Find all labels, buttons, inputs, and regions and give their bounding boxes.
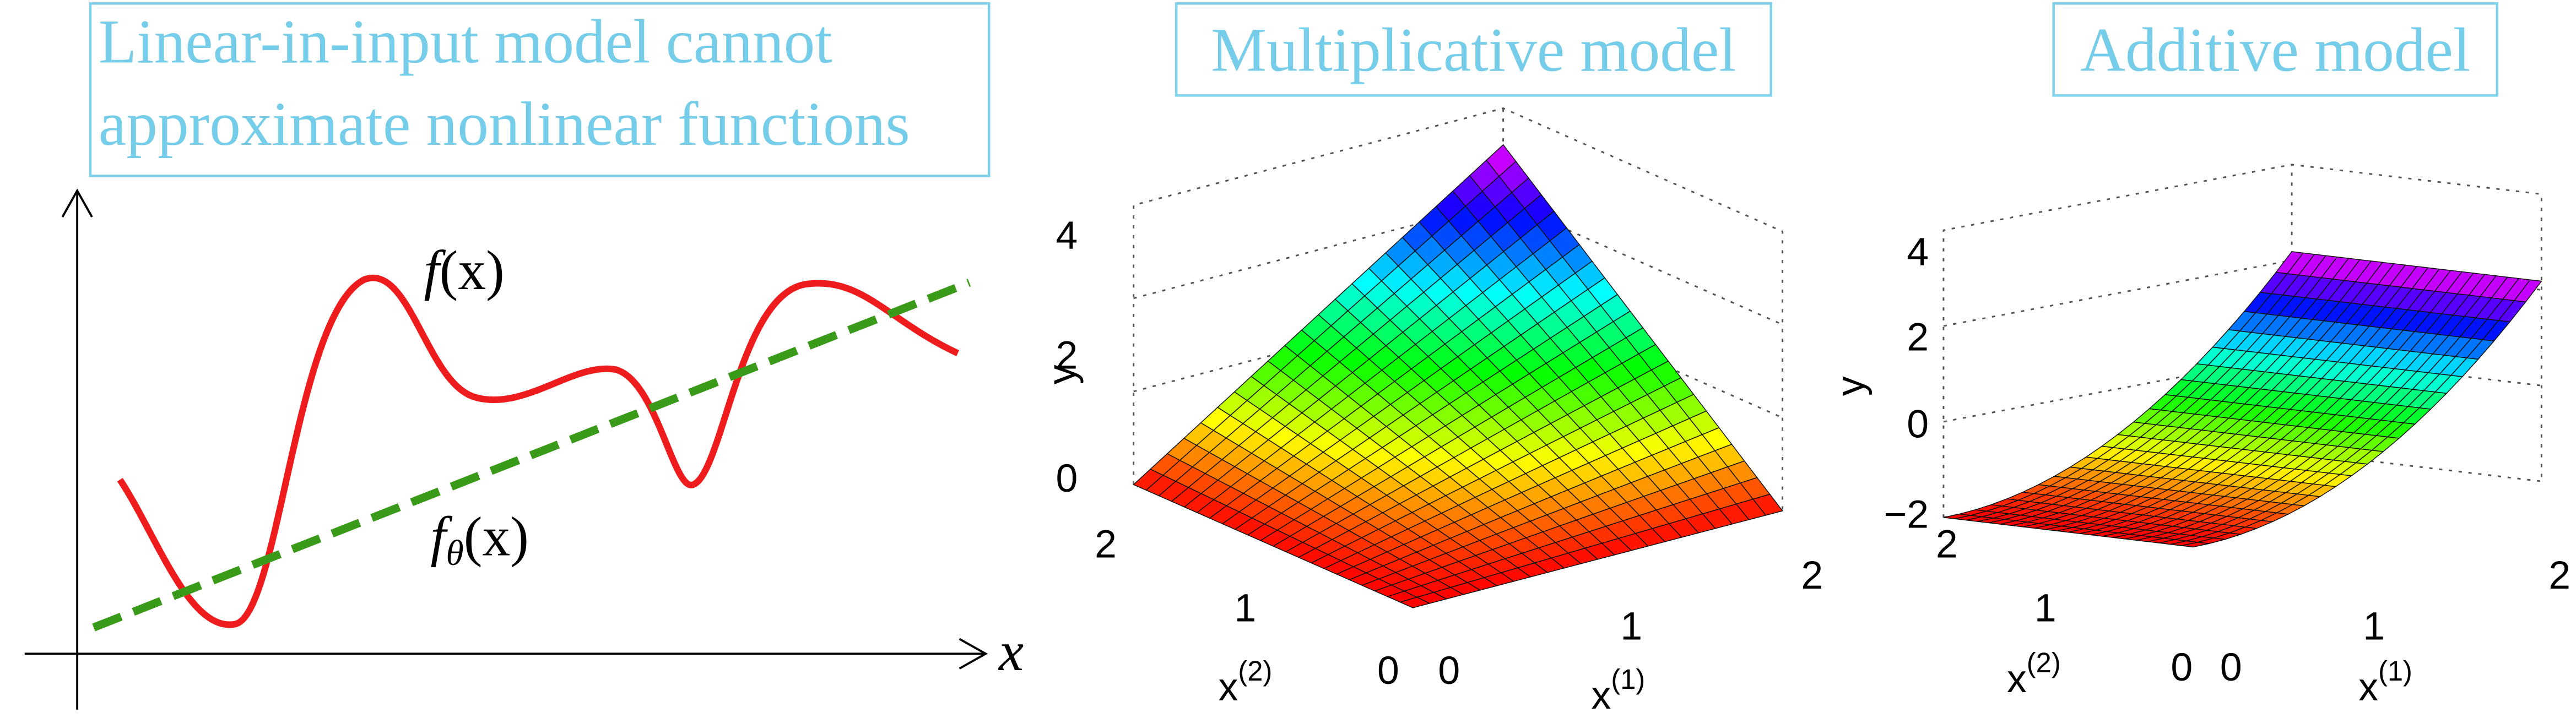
label-part: x: [1219, 665, 1238, 709]
tick-label: −2: [1884, 493, 1929, 537]
axis-label: x(2): [1219, 655, 1273, 709]
title-box: [1175, 2, 1772, 97]
curve-label: f(x): [424, 240, 504, 301]
tick-label: 2: [1936, 522, 1958, 566]
tick-label: 1: [2363, 604, 2385, 648]
tick-label: 0: [1907, 402, 1929, 447]
axis-label: y: [1040, 365, 1084, 384]
tick-label: 2: [1095, 522, 1117, 566]
label-part: (x): [440, 240, 505, 301]
surface-plot: [1942, 164, 2542, 548]
title-line: approximate nonlinear functions: [99, 89, 910, 159]
label-part: x: [2007, 657, 2027, 701]
label-part: x: [1592, 673, 1611, 717]
tick-label: 1: [1235, 586, 1257, 630]
title-line: Linear-in-input model cannot: [99, 7, 832, 77]
back-pane: [1942, 164, 2542, 518]
tick-label: 4: [1907, 230, 1929, 274]
axis-label: x(1): [2358, 655, 2412, 709]
title-box: [2052, 2, 2499, 97]
tick-label: 0: [2220, 645, 2242, 689]
tick-label: 4: [1056, 214, 1078, 258]
mesh-cell: [1399, 596, 1431, 608]
tick-label: 2: [1056, 333, 1078, 377]
label-part: θ: [446, 534, 463, 573]
line-label: fθ(x): [430, 505, 529, 573]
axis-label: y: [1828, 376, 1873, 396]
label-part: (x): [464, 505, 529, 567]
tick-label: 0: [1056, 456, 1078, 501]
tick-label: 1: [1620, 604, 1642, 648]
tick-label: 2: [1801, 553, 1823, 597]
label-part: (2): [2027, 648, 2061, 679]
x-axis-label: x: [998, 621, 1024, 682]
tick-label: 1: [2034, 586, 2057, 630]
label-part: (1): [2378, 655, 2412, 687]
tick-label: 0: [2171, 645, 2193, 689]
tick-label: 2: [1907, 316, 1929, 360]
title-box: [89, 2, 991, 177]
label-part: (1): [1611, 663, 1645, 695]
panel-title: Multiplicative model: [1211, 15, 1736, 85]
label-part: x: [2358, 665, 2378, 709]
tick-label: 2: [2548, 553, 2570, 597]
surface-plot: [1133, 107, 1784, 608]
axis-label: x(1): [1592, 663, 1646, 717]
axis-label: x(2): [2007, 648, 2061, 701]
back-pane: [1133, 107, 1784, 511]
label-part: (2): [1238, 655, 1272, 687]
mesh-cell: [2182, 542, 2210, 548]
tick-label: 0: [1438, 649, 1460, 693]
nonlinear-curve: [117, 274, 960, 628]
panel-title: Additive model: [2080, 15, 2470, 85]
arrow-head: [959, 638, 988, 670]
tick-label: 0: [1377, 649, 1399, 693]
arrow-head: [61, 188, 93, 217]
linear-fit: [92, 279, 971, 632]
